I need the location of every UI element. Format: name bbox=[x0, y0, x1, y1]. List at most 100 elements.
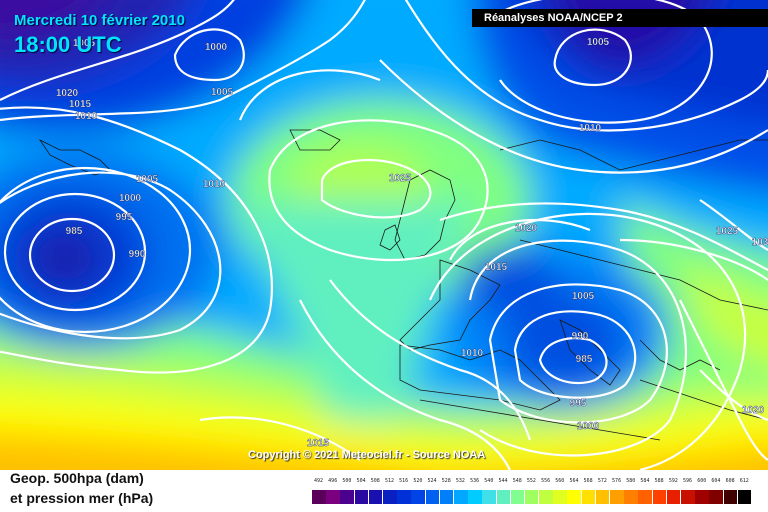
color-fill bbox=[0, 0, 768, 470]
scale-swatch bbox=[723, 490, 738, 504]
isobar-label: 1015 bbox=[485, 262, 508, 273]
scale-tick-label: 580 bbox=[626, 478, 636, 484]
scale-swatch bbox=[496, 490, 511, 504]
isobar-label: 1005 bbox=[211, 87, 234, 98]
isobar-label: 1020 bbox=[515, 223, 538, 234]
scale-swatch bbox=[354, 490, 369, 504]
scale-swatch bbox=[510, 490, 525, 504]
scale-swatch bbox=[368, 490, 383, 504]
scale-swatch bbox=[610, 490, 624, 504]
scale-tick-label: 516 bbox=[399, 478, 409, 484]
scale-tick-label: 604 bbox=[711, 478, 721, 484]
scale-swatch bbox=[439, 490, 454, 504]
color-scale: 492 496 500 504 508 512 516 520 524 528 532 536 540 5… bbox=[312, 478, 752, 506]
isobar-lines bbox=[0, 0, 768, 470]
scale-tick-label: 492 bbox=[313, 478, 324, 484]
scale-tick-label: 600 bbox=[697, 478, 707, 484]
scale-tick-label: 552 bbox=[526, 478, 536, 484]
scale-swatch bbox=[524, 490, 539, 504]
isobar-label: 995 bbox=[570, 398, 587, 409]
isobar-label: 1020 bbox=[742, 405, 765, 416]
scale-tick-label: 548 bbox=[512, 478, 522, 484]
scale-swatch bbox=[425, 490, 440, 504]
isobar-label: 1025 bbox=[716, 226, 739, 237]
isobar-label: 1010 bbox=[579, 123, 602, 134]
scale-swatch bbox=[382, 490, 397, 504]
scale-tick-label: 564 bbox=[569, 478, 579, 484]
isobar-label: 1025 bbox=[389, 173, 412, 184]
isobar-label: 1020 bbox=[56, 88, 79, 99]
scale-tick-label: 524 bbox=[427, 478, 437, 484]
scale-swatch bbox=[482, 490, 496, 504]
scale-swatch bbox=[468, 490, 482, 504]
isobar-label: 1015 bbox=[307, 438, 330, 449]
isobar-label: 990 bbox=[129, 249, 146, 260]
scale-swatch bbox=[411, 490, 425, 504]
legend-geopotential: Geop. 500hpa (dam) bbox=[10, 470, 144, 486]
scale-tick-label: 596 bbox=[683, 478, 693, 484]
scale-tick-label: 576 bbox=[612, 478, 622, 484]
isobar-label: 985 bbox=[66, 226, 83, 237]
scale-tick-label: 612 bbox=[739, 478, 749, 484]
source-banner: Réanalyses NOAA/NCEP 2 bbox=[472, 9, 768, 27]
copyright-label: Copyright © 2021 Meteociel.fr - Source N… bbox=[248, 449, 486, 461]
scale-swatch bbox=[326, 490, 340, 504]
scale-tick-label: 568 bbox=[583, 478, 593, 484]
scale-swatch bbox=[567, 490, 582, 504]
date-label: Mercredi 10 février 2010 bbox=[14, 12, 185, 29]
isobar-label: 1005 bbox=[572, 291, 595, 302]
isobar-label: 995 bbox=[116, 212, 133, 223]
isobar-label: 1000 bbox=[577, 421, 600, 432]
scale-swatch bbox=[340, 490, 354, 504]
scale-swatch bbox=[709, 490, 723, 504]
weather-map: 1005 1000 1005 1020 1015 1010 1005 1010 1000 995 9… bbox=[0, 0, 768, 470]
legend-pressure: et pression mer (hPa) bbox=[10, 490, 154, 506]
scale-tick-label: 496 bbox=[328, 478, 338, 484]
scale-swatch bbox=[553, 490, 567, 504]
scale-tick-label: 592 bbox=[668, 478, 678, 484]
scale-tick-label: 536 bbox=[470, 478, 480, 484]
isobar-label: 1010 bbox=[461, 348, 484, 359]
isobar-label: 985 bbox=[576, 354, 593, 365]
scale-tick-label: 588 bbox=[654, 478, 664, 484]
isobar-label: 1010 bbox=[203, 179, 226, 190]
scale-tick-label: 584 bbox=[640, 478, 650, 484]
scale-tick-label: 532 bbox=[455, 478, 465, 484]
scale-swatch bbox=[638, 490, 653, 504]
isobar-label: 1005 bbox=[587, 37, 610, 48]
scale-tick-label: 528 bbox=[441, 478, 451, 484]
scale-swatch bbox=[666, 490, 681, 504]
scale-swatch bbox=[695, 490, 709, 504]
scale-tick-label: 544 bbox=[498, 478, 508, 484]
scale-tick-label: 512 bbox=[384, 478, 394, 484]
isobar-label: 1015 bbox=[69, 99, 92, 110]
scale-swatch bbox=[652, 490, 667, 504]
scale-swatch bbox=[624, 490, 638, 504]
isobar-label: 103 bbox=[752, 237, 768, 248]
scale-tick-label: 556 bbox=[541, 478, 551, 484]
scale-swatch bbox=[681, 490, 695, 504]
scale-tick-label: 504 bbox=[356, 478, 366, 484]
scale-swatch bbox=[581, 490, 596, 504]
scale-tick-label: 608 bbox=[725, 478, 735, 484]
scale-swatch bbox=[595, 490, 610, 504]
scale-tick-label: 508 bbox=[370, 478, 380, 484]
scale-swatch bbox=[312, 490, 326, 504]
isobar-label: 1010 bbox=[75, 111, 98, 122]
isobar-label: 1005 bbox=[73, 38, 96, 49]
scale-tick-label: 500 bbox=[342, 478, 352, 484]
scale-tick-label: 540 bbox=[484, 478, 494, 484]
time-label: 18:00 UTC bbox=[14, 32, 122, 57]
scale-swatch bbox=[737, 490, 752, 504]
scale-swatch bbox=[453, 490, 468, 504]
scale-swatch bbox=[539, 490, 553, 504]
isobar-label: 990 bbox=[572, 331, 589, 342]
isobar-label: 1005 bbox=[136, 174, 159, 185]
isobar-label: 1000 bbox=[119, 193, 142, 204]
scale-tick-label: 560 bbox=[555, 478, 565, 484]
scale-swatch bbox=[397, 490, 411, 504]
isobar-label: 1000 bbox=[205, 42, 228, 53]
scale-tick-label: 572 bbox=[597, 478, 607, 484]
